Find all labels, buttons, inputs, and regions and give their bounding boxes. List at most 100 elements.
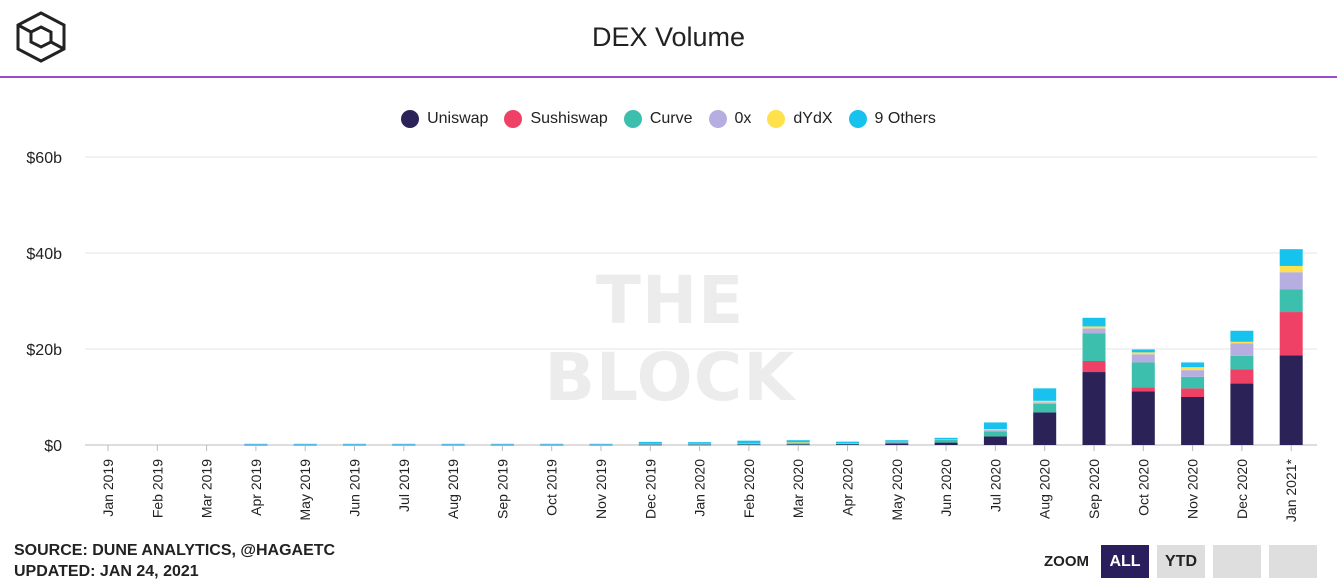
x-tick-label: Jan 2019	[100, 459, 116, 517]
bar-segment-0x[interactable]	[1181, 370, 1205, 377]
bar-segment-9-others[interactable]	[934, 437, 958, 440]
bar-segment-0x[interactable]	[737, 443, 761, 445]
bar-segment-9-others[interactable]	[490, 443, 514, 445]
bar-segment-uniswap[interactable]	[737, 444, 761, 446]
bar-segment-curve[interactable]	[1131, 362, 1155, 388]
x-tick-label: Apr 2020	[840, 459, 856, 516]
zoom-button-blank-3[interactable]	[1269, 545, 1317, 578]
bar-segment-9-others[interactable]	[1033, 388, 1057, 401]
bar-segment-9-others[interactable]	[836, 441, 859, 444]
bar-segment-sushiswap[interactable]	[1131, 387, 1155, 392]
bar-segment-0x[interactable]	[293, 444, 317, 446]
legend-item-dydx[interactable]: dYdX	[767, 110, 833, 128]
bar-segment-uniswap[interactable]	[1279, 355, 1303, 445]
bar-segment-dydx[interactable]	[1230, 341, 1254, 344]
bar-segment-0x[interactable]	[540, 444, 564, 446]
legend-item-0x[interactable]: 0x	[708, 110, 751, 128]
bar-segment-uniswap[interactable]	[983, 436, 1007, 445]
bar-segment-9-others[interactable]	[688, 442, 712, 444]
bar-segment-sushiswap[interactable]	[1230, 369, 1254, 384]
bar-segment-0x[interactable]	[589, 444, 613, 446]
bar-segment-uniswap[interactable]	[688, 444, 712, 446]
bar-segment-0x[interactable]	[786, 442, 810, 444]
bar-segment-curve[interactable]	[1181, 376, 1205, 389]
legend-item-curve[interactable]: Curve	[623, 110, 693, 128]
bar-segment-sushiswap[interactable]	[1082, 361, 1106, 373]
zoom-button-ytd[interactable]: YTD	[1157, 545, 1205, 578]
bar-segment-uniswap[interactable]	[836, 444, 859, 445]
bar-segment-9-others[interactable]	[540, 443, 564, 445]
bar-segment-0x[interactable]	[490, 444, 514, 446]
bar-segment-uniswap[interactable]	[1230, 383, 1254, 445]
bar-segment-0x[interactable]	[1279, 272, 1303, 290]
bar-segment-9-others[interactable]	[343, 443, 366, 445]
the-block-cube-icon[interactable]	[14, 10, 68, 64]
bar-segment-0x[interactable]	[441, 444, 465, 446]
bar-segment-uniswap[interactable]	[885, 443, 909, 445]
bar-segment-0x[interactable]	[1230, 343, 1254, 356]
bar-segment-uniswap[interactable]	[1082, 372, 1106, 445]
zoom-button-blank-2[interactable]	[1213, 545, 1261, 578]
bar-segment-0x[interactable]	[1082, 328, 1106, 334]
legend-item-uniswap[interactable]: Uniswap	[401, 110, 488, 128]
bar-segment-curve[interactable]	[885, 442, 909, 444]
legend-item-sushiswap[interactable]: Sushiswap	[504, 110, 608, 128]
bar-segment-sushiswap[interactable]	[1181, 388, 1205, 397]
bar-segment-9-others[interactable]	[1082, 317, 1106, 327]
x-tick-label: May 2019	[297, 459, 313, 521]
bar-segment-dydx[interactable]	[983, 429, 1007, 431]
bar-segment-uniswap[interactable]	[934, 442, 958, 445]
bar-segment-dydx[interactable]	[1033, 400, 1057, 403]
bar-segment-9-others[interactable]	[885, 440, 909, 442]
bar-segment-dydx[interactable]	[1279, 265, 1303, 273]
y-tick-label: $60b	[26, 150, 62, 167]
bar-segment-curve[interactable]	[737, 443, 761, 445]
bar-segment-uniswap[interactable]	[1181, 397, 1205, 445]
bar-segment-uniswap[interactable]	[1033, 412, 1057, 445]
bar-segment-9-others[interactable]	[786, 440, 810, 443]
legend-item-9-others[interactable]: 9 Others	[848, 110, 936, 128]
bar-segment-0x[interactable]	[392, 444, 416, 446]
bar-segment-curve[interactable]	[934, 439, 958, 443]
bar-segment-9-others[interactable]	[638, 441, 662, 444]
bar-segment-0x[interactable]	[934, 439, 958, 441]
bar-segment-uniswap[interactable]	[786, 444, 810, 446]
bar-segment-9-others[interactable]	[293, 443, 317, 445]
bar-segment-uniswap[interactable]	[638, 444, 662, 446]
bar-segment-9-others[interactable]	[983, 422, 1007, 430]
bar-segment-curve[interactable]	[1033, 403, 1057, 413]
bar-segment-9-others[interactable]	[1181, 362, 1205, 368]
bar-segment-0x[interactable]	[638, 443, 662, 445]
zoom-button-all[interactable]: ALL	[1101, 545, 1149, 578]
bar-segment-sushiswap[interactable]	[1279, 312, 1303, 356]
bar-segment-curve[interactable]	[638, 444, 662, 445]
bar-segment-curve[interactable]	[786, 443, 810, 445]
bar-segment-dydx[interactable]	[1181, 367, 1205, 371]
bar-segment-0x[interactable]	[244, 444, 268, 446]
bar-segment-curve[interactable]	[688, 444, 712, 445]
bar-segment-curve[interactable]	[983, 431, 1007, 437]
bar-segment-9-others[interactable]	[392, 443, 416, 445]
bar-segment-curve[interactable]	[1082, 333, 1106, 361]
bar-segment-dydx[interactable]	[1131, 352, 1155, 355]
bar-segment-0x[interactable]	[983, 430, 1007, 432]
bar-segment-0x[interactable]	[1033, 402, 1057, 404]
bar-segment-0x[interactable]	[343, 444, 366, 446]
bar-segment-dydx[interactable]	[786, 442, 810, 444]
bar-segment-curve[interactable]	[1230, 355, 1254, 370]
bar-segment-9-others[interactable]	[244, 443, 268, 445]
bar-segment-0x[interactable]	[836, 443, 859, 444]
bar-segment-0x[interactable]	[1131, 354, 1155, 363]
bar-segment-9-others[interactable]	[1279, 249, 1303, 266]
bar-segment-0x[interactable]	[885, 441, 909, 443]
bar-segment-9-others[interactable]	[589, 443, 613, 445]
bar-segment-9-others[interactable]	[1230, 330, 1254, 342]
bar-segment-9-others[interactable]	[737, 440, 761, 444]
bar-segment-9-others[interactable]	[1131, 349, 1155, 353]
bar-segment-9-others[interactable]	[441, 443, 465, 445]
bar-segment-dydx[interactable]	[1082, 326, 1106, 329]
bar-segment-curve[interactable]	[1279, 289, 1303, 313]
bar-segment-0x[interactable]	[688, 443, 712, 445]
bar-segment-curve[interactable]	[836, 443, 859, 445]
bar-segment-uniswap[interactable]	[1131, 391, 1155, 445]
